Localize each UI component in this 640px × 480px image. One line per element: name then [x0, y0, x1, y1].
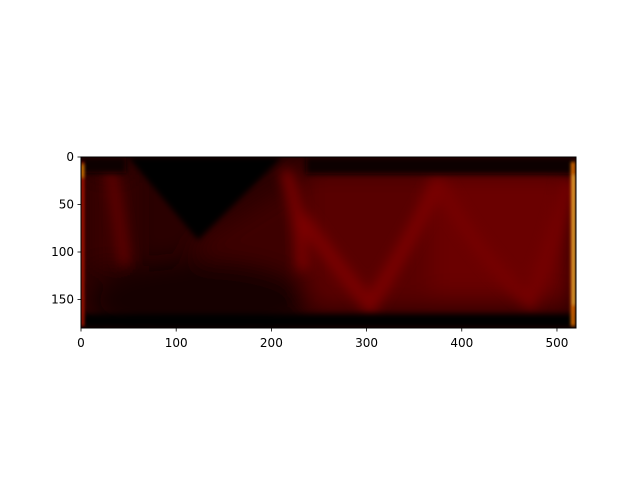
heatmap-ridge-right [279, 167, 309, 271]
heatmap-arc-2 [433, 178, 575, 312]
y-tick-label: 150 [51, 293, 74, 307]
y-tick-label: 100 [51, 245, 74, 259]
axes-frame [80, 156, 577, 329]
heatmap-bright-spot-left [81, 165, 84, 177]
x-tick-label: 200 [260, 336, 283, 350]
heatmap-bright-edge-left [81, 162, 84, 326]
heatmap-dark-band-top-right [306, 157, 576, 174]
x-axis: 0 100 200 300 400 500 [77, 328, 568, 350]
x-tick-label: 500 [546, 336, 569, 350]
y-axis: 0 50 100 150 [51, 150, 81, 307]
heatmap-lower-left-dark [90, 260, 310, 328]
x-tick-label: 100 [165, 336, 188, 350]
heatmap-bright-edge-right-core [573, 175, 575, 305]
x-tick-label: 400 [450, 336, 473, 350]
heatmap-dark-band-top-left [81, 157, 126, 173]
heatmap-arc-1 [294, 176, 447, 317]
y-tick-label: 0 [66, 150, 74, 164]
x-tick-label: 300 [355, 336, 378, 350]
x-tick-label: 0 [77, 336, 85, 350]
heatmap-dark-band-bottom [81, 314, 576, 328]
heatmap-image [81, 157, 576, 328]
heatmap-dark-triangle [128, 157, 282, 240]
y-tick-label: 50 [59, 198, 74, 212]
heatmap-ridge-left [105, 169, 130, 266]
